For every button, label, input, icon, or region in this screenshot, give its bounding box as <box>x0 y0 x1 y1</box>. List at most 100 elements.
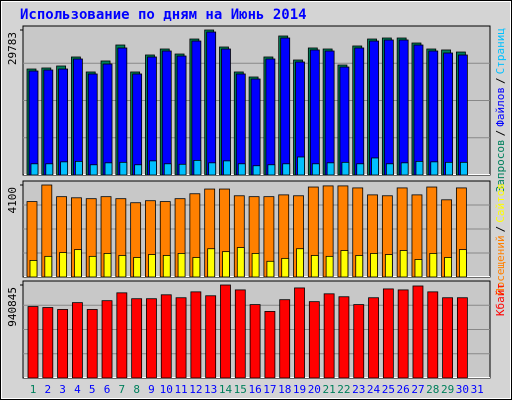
x-tick-label: 26 <box>397 383 410 396</box>
bar <box>118 255 127 278</box>
bar <box>338 296 350 379</box>
bar <box>221 48 231 176</box>
bar <box>220 284 231 379</box>
bar <box>383 39 394 176</box>
bar <box>385 163 394 176</box>
bar <box>44 255 53 278</box>
bar <box>205 295 217 379</box>
bar <box>207 248 216 278</box>
x-tick-label: 16 <box>248 383 261 396</box>
bar <box>267 164 276 176</box>
bar <box>74 249 82 278</box>
x-tick-label: 28 <box>426 383 439 396</box>
x-tick-label: 21 <box>323 383 336 396</box>
bar <box>311 163 320 176</box>
bar <box>193 159 202 176</box>
bar <box>251 253 260 278</box>
y-tick-label: 29783 <box>6 32 19 65</box>
x-tick-label: 30 <box>456 383 469 396</box>
x-tick-label: 11 <box>174 383 187 396</box>
bar <box>87 73 98 176</box>
bar <box>310 255 319 278</box>
bar <box>60 161 69 176</box>
bar <box>102 63 113 176</box>
bar <box>252 165 261 176</box>
bar <box>234 289 246 379</box>
bar <box>222 251 230 278</box>
bar <box>457 54 468 176</box>
bar <box>265 58 276 176</box>
x-tick-label: 12 <box>189 383 202 396</box>
bar <box>296 248 304 278</box>
legend: Запросов / Файлов / Страниц <box>494 28 507 192</box>
bar <box>369 40 379 176</box>
bar <box>430 161 439 176</box>
bar <box>414 259 423 278</box>
legend-entry: Запросов <box>494 139 507 192</box>
bar <box>43 69 54 176</box>
bar <box>161 50 172 176</box>
x-tick-label: 4 <box>74 383 81 396</box>
bar <box>58 68 69 176</box>
legend-entry: Посещений <box>494 235 507 295</box>
bar <box>427 291 439 379</box>
bar <box>191 40 202 176</box>
x-tick-label: 25 <box>382 383 395 396</box>
x-tick-label: 3 <box>59 383 66 396</box>
bar <box>72 302 83 379</box>
bar <box>250 78 261 176</box>
bar <box>459 161 468 176</box>
x-tick-label: 17 <box>263 383 276 396</box>
legend-entry: Сайтов <box>494 183 507 223</box>
legend: Кбайт <box>494 283 507 316</box>
x-tick-label: 5 <box>89 383 96 396</box>
bar <box>177 253 186 278</box>
y-tick-label: 940845 <box>6 287 19 327</box>
x-tick-label: 23 <box>352 383 365 396</box>
bar <box>297 156 305 176</box>
bar <box>133 257 142 278</box>
x-tick-label: 1 <box>30 383 37 396</box>
bar <box>132 73 143 176</box>
bar <box>134 164 143 176</box>
bar <box>371 157 379 176</box>
bar <box>356 163 365 176</box>
bar <box>206 31 217 176</box>
bar <box>382 288 394 379</box>
bar <box>27 306 39 379</box>
bar <box>429 253 438 278</box>
bar <box>324 50 335 176</box>
bar <box>264 311 276 379</box>
bar <box>397 289 409 379</box>
bar <box>456 297 468 379</box>
bar <box>86 309 98 379</box>
bar <box>116 292 128 379</box>
x-tick-label: 31 <box>471 383 484 396</box>
bar <box>428 50 439 176</box>
bar <box>294 287 305 379</box>
bar <box>89 164 98 176</box>
x-tick-label: 15 <box>234 383 247 396</box>
bar <box>160 294 172 379</box>
bar <box>309 49 320 176</box>
bar <box>176 55 187 176</box>
bar <box>308 301 320 379</box>
bar <box>235 73 246 176</box>
bar <box>119 161 128 176</box>
bar <box>412 285 424 379</box>
x-tick-label: 27 <box>411 383 424 396</box>
bar <box>326 162 335 176</box>
bar <box>282 163 291 176</box>
bar <box>208 162 217 176</box>
legend-entry: Кбайт <box>494 283 507 316</box>
x-tick-label: 14 <box>219 383 233 396</box>
bar <box>147 56 157 176</box>
bar <box>162 255 171 278</box>
x-tick-label: 8 <box>133 383 140 396</box>
bar <box>444 257 452 278</box>
bar <box>175 297 187 379</box>
bar <box>368 297 379 379</box>
x-tick-label: 6 <box>104 383 111 396</box>
